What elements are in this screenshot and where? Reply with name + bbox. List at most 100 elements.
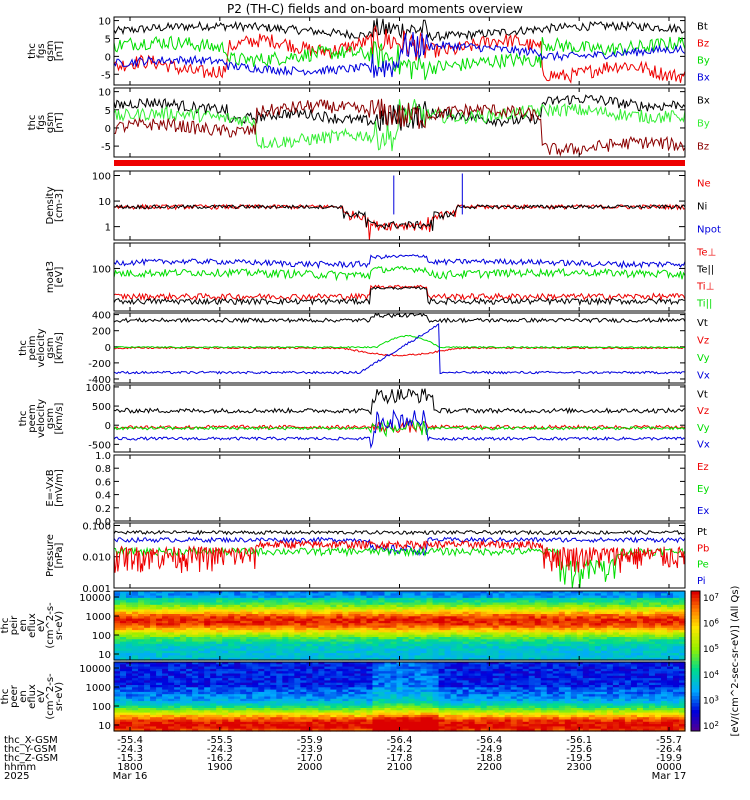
spectro-cell [336,618,343,622]
spectro-cell [282,664,289,668]
spectro-cell [408,682,416,686]
spectro-cell [600,646,608,650]
spectro-cell [222,675,229,679]
spectro-cell [456,673,464,677]
spectro-cell [180,703,187,707]
spectro-cell [546,694,554,698]
spectro-cell [426,705,434,709]
spectro-cell [432,689,440,693]
spectro-cell [540,673,548,677]
spectro-cell [624,607,632,610]
spectro-cell [276,604,283,608]
spectro-cell [126,616,133,620]
spectro-cell [564,630,572,633]
spectro-cell [444,600,452,604]
spectro-cell [240,639,247,643]
spectro-cell [516,689,524,693]
spectro-cell [480,625,488,629]
spectro-cell [414,698,422,702]
spectro-cell [234,595,241,599]
spectro-cell [216,648,223,652]
spectro-cell [336,625,343,629]
spectro-cell [606,682,614,686]
spectro-cell [198,593,205,597]
spectro-cell [528,618,536,622]
spectro-cell [510,648,518,652]
spectro-cell [594,639,602,643]
spectro-cell [312,691,319,695]
spectro-cell [516,602,524,606]
spectro-cell [570,609,578,613]
spectro-cell [570,671,578,675]
spectro-cell [324,687,331,691]
spectro-cell [498,597,506,601]
spectro-cell [540,646,548,650]
spectro-cell [210,623,217,627]
spectro-cell [630,687,638,691]
spectro-cell [408,643,416,647]
spectro-cell [594,625,602,629]
spectro-cell [402,662,410,665]
ytick-label: 100 [92,264,111,275]
spectro-cell [522,650,530,654]
spectro-cell [288,646,295,650]
spectro-cell [246,632,253,636]
spectro-cell [576,664,584,668]
spectro-cell [558,691,566,695]
spectro-cell [216,691,223,695]
spectro-cell [678,595,686,599]
spectro-cell [342,632,350,636]
series-Ti-perp [113,254,686,270]
spectro-cell [132,673,139,677]
spectro-cell [480,600,488,604]
spectro-cell [318,675,325,679]
spectro-cell [558,623,566,627]
spectro-cell [546,687,554,691]
spectro-cell [354,701,362,704]
spectro-cell [624,673,632,677]
spectro-cell [114,591,121,594]
spectro-cell [438,650,446,654]
spectro-cell [576,655,584,659]
spectro-cell [330,696,337,700]
spectro-cell [258,666,265,670]
spectro-cell [390,611,398,615]
spectro-cell [264,698,271,702]
spectro-cell [228,607,235,610]
spectro-cell [672,643,680,647]
spectro-cell [126,682,133,686]
spectro-cell [222,609,229,613]
spectro-cell [186,609,193,613]
spectro-cell [162,662,169,665]
spectro-cell [456,595,464,599]
spectro-cell [324,653,331,656]
spectro-cell [510,600,518,604]
spectro-cell [258,632,265,636]
spectro-cell [318,705,325,709]
spectro-cell [564,627,572,631]
spectro-cell [534,602,542,606]
spectro-cell [168,630,175,633]
spectro-cell [456,657,464,661]
spectro-cell [450,650,458,654]
spectro-cell [498,701,506,704]
spectro-cell [468,643,476,647]
spectro-cell [408,657,416,661]
spectro-cell [264,662,271,665]
spectro-cell [114,662,121,665]
spectro-cell [234,689,241,693]
spectro-cell [378,616,386,620]
spectro-cell [126,634,133,638]
spectro-cell [318,696,325,700]
spectro-cell [216,682,223,686]
spectro-cell [282,609,289,613]
spectro-cell [618,664,626,668]
spectro-cell [450,643,458,647]
spectro-cell [228,673,235,677]
spectro-cell [570,689,578,693]
spectro-cell [378,602,386,606]
spectro-cell [264,680,271,684]
spectro-cell [204,595,211,599]
spectro-cell [246,602,253,606]
spectro-cell [594,597,602,601]
